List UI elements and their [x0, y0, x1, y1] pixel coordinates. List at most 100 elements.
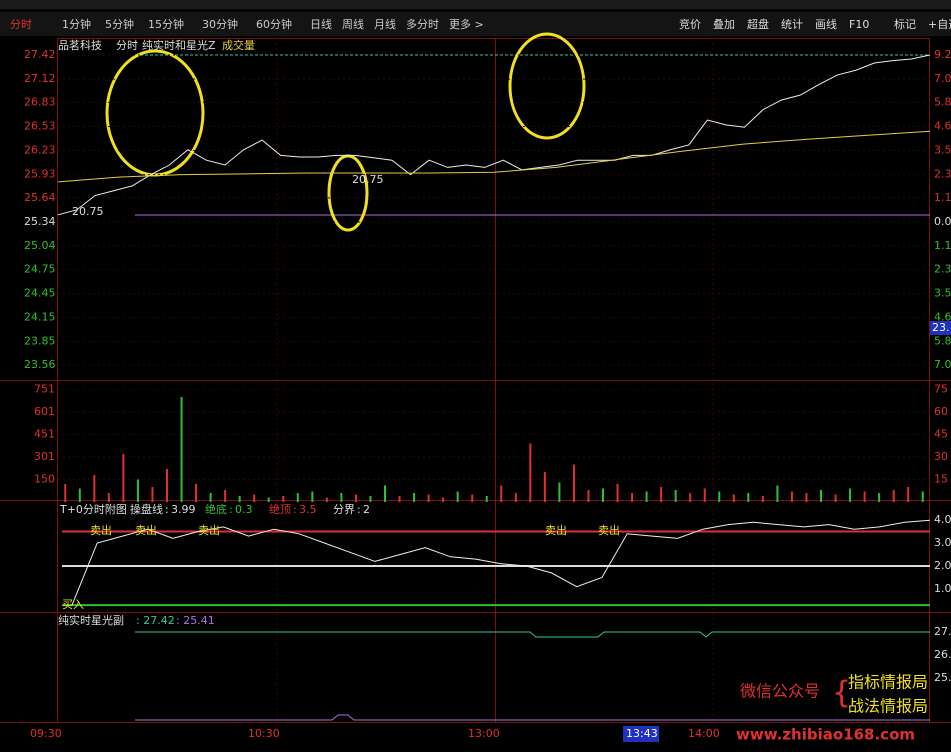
mode: 分时	[116, 39, 138, 52]
indicator-tick: 3.0	[934, 536, 951, 549]
volume-label: 成交量	[222, 38, 255, 52]
annotation: 20.75	[352, 173, 384, 186]
pct-tick: 3.5	[934, 286, 951, 299]
volume-bar	[296, 493, 299, 502]
sell-signal: 卖出	[135, 523, 157, 537]
price-tick: 26.23	[24, 144, 56, 157]
pct-tick: 5.8	[934, 335, 951, 348]
time-label: 14:00	[688, 727, 720, 740]
watermark-right: 指标情报局	[848, 673, 928, 692]
volume-bar	[311, 491, 314, 502]
volume-bar	[136, 479, 139, 502]
toolbar-button[interactable]: 超盘	[747, 17, 769, 31]
indicator-tick: 4.0	[934, 513, 951, 526]
watermark-left: 微信公众号	[740, 682, 820, 701]
pct-tick: 2.3	[934, 168, 951, 181]
indicator-field: 绝底	[205, 502, 227, 516]
pct-tick: 2.3	[934, 262, 951, 275]
indicator-value: 3.99	[171, 503, 196, 516]
tab[interactable]: 日线	[310, 17, 332, 31]
volume-bar	[790, 491, 793, 502]
volume-bar	[572, 464, 575, 502]
volume-bar	[921, 491, 924, 502]
toolbar-button[interactable]: 叠加	[713, 18, 735, 31]
sub-value: 25.41	[183, 614, 215, 627]
volume-bar	[64, 484, 67, 502]
indicator-value: 2	[363, 503, 370, 516]
volume-tick-right: 30	[934, 450, 948, 463]
pct-tick: 4.6	[934, 311, 951, 324]
pct-tick: 3.5	[934, 144, 951, 157]
pct-tick: 1.1	[934, 239, 951, 252]
sub-tick: 26.	[934, 648, 951, 661]
price-tick: 25.04	[24, 239, 56, 252]
volume-bar	[558, 482, 561, 502]
volume-bar	[587, 490, 590, 502]
indicator-field: 分界	[333, 503, 355, 516]
price-tick: 26.53	[24, 119, 56, 132]
tab[interactable]: 多分时	[406, 17, 439, 31]
circle	[327, 154, 369, 232]
tab[interactable]: 月线	[374, 17, 396, 31]
volume-bar	[384, 485, 386, 502]
volume-bar	[529, 443, 532, 502]
volume-bar	[863, 491, 866, 502]
tab[interactable]: 15分钟	[148, 17, 184, 31]
time-label: 10:30	[248, 727, 280, 740]
colon: :	[165, 503, 169, 516]
volume-bar	[369, 496, 372, 502]
volume-bar	[514, 493, 517, 502]
pct-tick: 5.8	[934, 95, 951, 108]
volume-bar	[107, 493, 110, 502]
toolbar-button[interactable]: +自选	[928, 18, 951, 31]
tab[interactable]: 周线	[342, 17, 364, 31]
price-tick: 26.83	[24, 95, 56, 108]
volume-tick: 150	[34, 473, 55, 486]
volume-bar	[747, 493, 750, 502]
watermark-url: www.zhibiao168.com	[736, 726, 915, 744]
volume-tick-right: 75	[934, 382, 948, 395]
price-tick: 27.12	[24, 72, 56, 85]
toolbar-button[interactable]: 标记	[894, 17, 916, 31]
tab[interactable]: 1分钟	[62, 17, 91, 31]
menu-bar	[0, 0, 951, 9]
price-tick: 23.85	[24, 335, 56, 348]
tab[interactable]: 5分钟	[105, 17, 134, 31]
colon: :	[229, 503, 233, 516]
sub-value: : 25.41	[176, 614, 215, 627]
toolbar	[0, 12, 951, 36]
volume-bar	[122, 454, 125, 502]
sell-signal: 卖出	[545, 523, 567, 537]
volume-bar	[674, 490, 677, 502]
volume-bar	[689, 493, 692, 502]
pct-tick: 7.0	[934, 72, 951, 85]
volume-bar	[820, 490, 822, 502]
toolbar-button[interactable]: 统计	[781, 18, 803, 31]
tab[interactable]: 30分钟	[202, 17, 238, 31]
volume-bar	[907, 487, 910, 502]
circle	[508, 32, 586, 140]
toolbar-button[interactable]: F10	[849, 18, 869, 31]
volume-bar	[703, 488, 706, 502]
pct-tick: 7.0	[934, 358, 951, 371]
volume-bar	[151, 487, 154, 502]
volume-bar	[456, 491, 459, 502]
tab[interactable]: 60分钟	[256, 17, 292, 31]
price-tick: 25.93	[24, 168, 56, 181]
indicator-field: 绝顶	[269, 502, 291, 516]
volume-bar	[340, 493, 343, 502]
volume-tick-right: 15	[934, 473, 948, 486]
volume-bar	[616, 484, 619, 502]
volume-bar	[93, 475, 96, 502]
volume-tick-right: 45	[934, 427, 948, 440]
volume-bar	[543, 472, 546, 502]
brace: {	[832, 676, 851, 711]
toolbar-button[interactable]: 竞价	[679, 17, 701, 31]
toolbar-button[interactable]: 画线	[815, 17, 837, 31]
avg-line	[57, 130, 931, 183]
tab[interactable]: 分时	[10, 18, 32, 31]
sub-purple-line	[135, 714, 930, 721]
volume-bar	[660, 487, 663, 502]
tab[interactable]: 更多 >	[449, 17, 484, 31]
